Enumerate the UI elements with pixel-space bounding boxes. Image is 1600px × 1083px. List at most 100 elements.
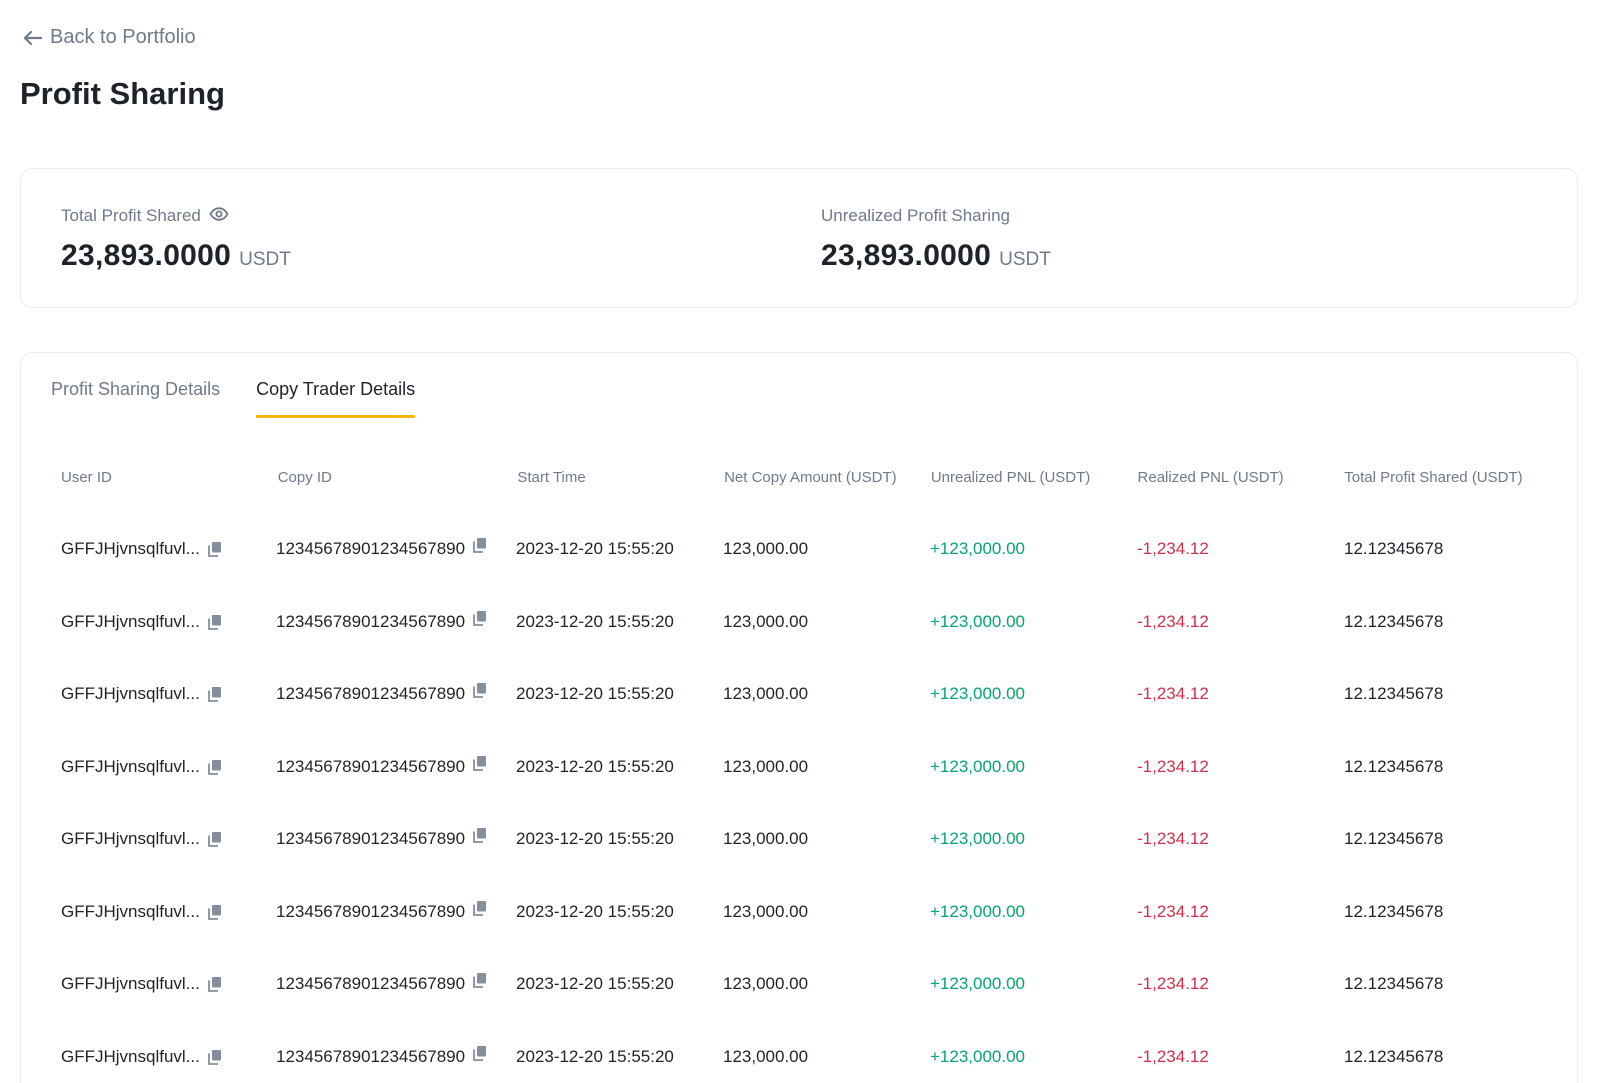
copy-icon[interactable] <box>473 827 487 844</box>
start-time-cell: 2023-12-20 15:55:20 <box>516 829 674 849</box>
copy-id-cell: 12345678901234567890 <box>276 755 516 777</box>
total-profit-shared-cell: 12.12345678 <box>1344 1046 1444 1066</box>
unrealized-pnl-cell: +123,000.00 <box>930 611 1026 631</box>
user-id-cell: GFFJHjvnsqlfuvl... <box>61 829 276 849</box>
user-id-cell: GFFJHjvnsqlfuvl... <box>61 684 276 704</box>
net-copy-amount-cell: 123,000.00 <box>723 974 809 994</box>
net-copy-amount-cell: 123,000.00 <box>723 756 809 776</box>
unrealized-pnl-cell: +123,000.00 <box>930 829 1026 849</box>
header-realized-pnl: Realized PNL (USDT) <box>1137 468 1284 486</box>
unrealized-profit-sharing-block: Unrealized Profit Sharing 23,893.0000 US… <box>821 205 1051 273</box>
copy-icon[interactable] <box>473 610 487 626</box>
net-copy-amount-cell: 123,000.00 <box>723 829 809 849</box>
table-row: GFFJHjvnsqlfuvl... 12345678901234567890 … <box>61 586 1541 659</box>
total-profit-shared-unit: USDT <box>239 249 291 270</box>
unrealized-profit-sharing-value: 23,893.0000 <box>821 239 992 272</box>
copy-id-value: 12345678901234567890 <box>276 611 466 631</box>
copy-icon[interactable] <box>207 831 222 848</box>
unrealized-pnl-cell: +123,000.00 <box>930 974 1026 994</box>
header-unrealized-pnl: Unrealized PNL (USDT) <box>930 468 1091 486</box>
copy-icon[interactable] <box>207 1049 222 1065</box>
user-id-value: GFFJHjvnsqlfuvl... <box>61 611 200 631</box>
copy-id-cell: 12345678901234567890 <box>276 1045 516 1067</box>
total-profit-shared-value: 23,893.0000 <box>61 239 232 272</box>
copy-icon[interactable] <box>473 755 487 771</box>
back-link-label: Back to Portfolio <box>50 26 196 48</box>
copy-id-value: 12345678901234567890 <box>276 974 466 994</box>
summary-card: Total Profit Shared 23,893.0000 USDT Unr… <box>20 168 1578 308</box>
user-id-value: GFFJHjvnsqlfuvl... <box>61 539 200 559</box>
table-row: GFFJHjvnsqlfuvl... 12345678901234567890 … <box>61 731 1541 804</box>
user-id-value: GFFJHjvnsqlfuvl... <box>61 684 200 704</box>
header-user-id: User ID <box>61 468 112 486</box>
copy-id-value: 12345678901234567890 <box>276 684 466 704</box>
user-id-value: GFFJHjvnsqlfuvl... <box>61 1046 200 1066</box>
realized-pnl-cell: -1,234.12 <box>1137 756 1209 776</box>
net-copy-amount-cell: 123,000.00 <box>723 611 809 631</box>
total-profit-shared-cell: 12.12345678 <box>1344 974 1444 994</box>
realized-pnl-cell: -1,234.12 <box>1137 829 1209 849</box>
total-profit-shared-cell: 12.12345678 <box>1344 829 1444 849</box>
unrealized-profit-sharing-unit: USDT <box>999 249 1051 270</box>
unrealized-pnl-cell: +123,000.00 <box>930 1046 1026 1066</box>
tab-profit-sharing-details[interactable]: Profit Sharing Details <box>51 379 221 399</box>
net-copy-amount-cell: 123,000.00 <box>723 1046 809 1066</box>
user-id-value: GFFJHjvnsqlfuvl... <box>61 901 200 921</box>
copy-id-cell: 12345678901234567890 <box>276 827 516 849</box>
copy-icon[interactable] <box>473 1045 487 1061</box>
header-start-time: Start Time <box>517 468 586 486</box>
copy-icon[interactable] <box>207 904 222 920</box>
start-time-cell: 2023-12-20 15:55:20 <box>516 756 674 776</box>
eye-icon[interactable] <box>209 206 229 226</box>
start-time-cell: 2023-12-20 15:55:20 <box>516 539 674 559</box>
total-profit-shared-cell: 12.12345678 <box>1344 901 1444 921</box>
page-title: Profit Sharing <box>20 76 225 111</box>
total-profit-shared-cell: 12.12345678 <box>1344 611 1444 631</box>
net-copy-amount-cell: 123,000.00 <box>723 901 809 921</box>
copy-id-value: 12345678901234567890 <box>276 829 466 849</box>
table-row: GFFJHjvnsqlfuvl... 12345678901234567890 … <box>61 948 1541 1021</box>
copy-icon[interactable] <box>207 614 222 630</box>
unrealized-profit-sharing-value-row: 23,893.0000 USDT <box>821 239 1051 273</box>
user-id-cell: GFFJHjvnsqlfuvl... <box>61 1047 276 1067</box>
start-time-cell: 2023-12-20 15:55:20 <box>516 684 674 704</box>
copy-id-cell: 12345678901234567890 <box>276 537 516 559</box>
arrow-left-icon <box>22 30 42 46</box>
unrealized-pnl-cell: +123,000.00 <box>930 539 1026 559</box>
copy-icon[interactable] <box>473 537 487 554</box>
copy-icon[interactable] <box>207 686 222 703</box>
header-net-copy-amount: Net Copy Amount (USDT) <box>724 468 897 486</box>
details-tabs: Profit Sharing Details Copy Trader Detai… <box>51 379 416 418</box>
unrealized-profit-sharing-label: Unrealized Profit Sharing <box>821 206 1010 225</box>
total-profit-shared-label: Total Profit Shared <box>61 206 201 225</box>
copy-icon[interactable] <box>473 682 487 699</box>
tab-copy-trader-details[interactable]: Copy Trader Details <box>256 379 416 418</box>
start-time-cell: 2023-12-20 15:55:20 <box>516 611 674 631</box>
start-time-cell: 2023-12-20 15:55:20 <box>516 901 674 921</box>
back-to-portfolio-link[interactable]: Back to Portfolio <box>22 26 196 49</box>
unrealized-pnl-cell: +123,000.00 <box>930 901 1026 921</box>
user-id-cell: GFFJHjvnsqlfuvl... <box>61 757 276 777</box>
copy-icon[interactable] <box>473 972 487 989</box>
user-id-value: GFFJHjvnsqlfuvl... <box>61 974 200 994</box>
table-row: GFFJHjvnsqlfuvl... 12345678901234567890 … <box>61 1021 1541 1083</box>
user-id-cell: GFFJHjvnsqlfuvl... <box>61 902 276 922</box>
table-row: GFFJHjvnsqlfuvl... 12345678901234567890 … <box>61 658 1541 731</box>
start-time-cell: 2023-12-20 15:55:20 <box>516 1046 674 1066</box>
copy-icon[interactable] <box>207 976 222 993</box>
realized-pnl-cell: -1,234.12 <box>1137 1046 1209 1066</box>
copy-icon[interactable] <box>473 900 487 916</box>
user-id-cell: GFFJHjvnsqlfuvl... <box>61 539 276 559</box>
copy-icon[interactable] <box>207 541 222 558</box>
copy-icon[interactable] <box>207 759 222 775</box>
unrealized-pnl-cell: +123,000.00 <box>930 684 1026 704</box>
copy-id-cell: 12345678901234567890 <box>276 900 516 922</box>
user-id-value: GFFJHjvnsqlfuvl... <box>61 756 200 776</box>
copy-id-value: 12345678901234567890 <box>276 756 466 776</box>
copy-trader-table: User ID Copy ID Start Time Net Copy Amou… <box>61 465 1541 1083</box>
realized-pnl-cell: -1,234.12 <box>1137 611 1209 631</box>
total-profit-shared-cell: 12.12345678 <box>1344 539 1444 559</box>
net-copy-amount-cell: 123,000.00 <box>723 684 809 704</box>
header-copy-id: Copy ID <box>277 468 332 486</box>
start-time-cell: 2023-12-20 15:55:20 <box>516 974 674 994</box>
